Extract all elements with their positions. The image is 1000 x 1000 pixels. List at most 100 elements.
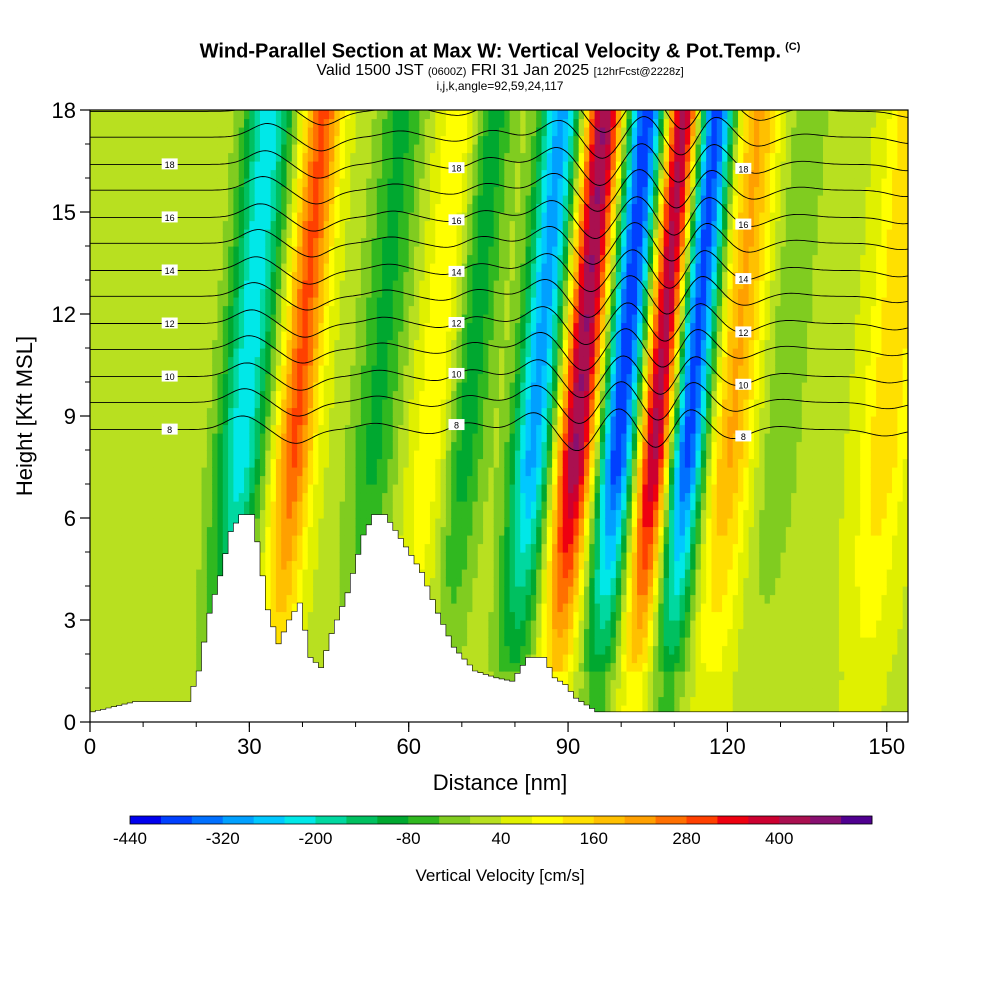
velocity-cell [366,314,373,324]
velocity-cell [445,280,452,290]
velocity-cell [445,475,452,485]
velocity-cell [360,339,367,349]
velocity-cell [323,152,330,162]
velocity-cell [419,518,426,528]
velocity-cell [371,118,378,128]
velocity-cell [344,246,351,256]
velocity-cell [440,450,447,460]
velocity-cell [424,212,431,222]
velocity-cell [196,305,203,315]
velocity-cell [174,246,181,256]
velocity-cell [127,229,134,239]
velocity-cell [233,492,240,502]
velocity-cell [100,254,107,264]
velocity-cell [100,484,107,494]
velocity-cell [238,212,245,222]
velocity-cell [185,688,192,698]
velocity-cell [196,186,203,196]
velocity-cell [121,118,128,128]
velocity-cell [105,356,112,366]
velocity-cell [451,110,458,120]
velocity-cell [127,161,134,171]
velocity-cell [398,433,404,443]
velocity-cell [307,382,314,392]
velocity-cell [143,356,150,366]
velocity-cell [275,577,282,587]
velocity-cell [382,365,389,375]
velocity-cell [90,696,96,706]
velocity-cell [281,263,288,273]
velocity-cell [429,586,436,596]
velocity-cell [451,169,458,179]
velocity-cell [291,169,298,179]
velocity-cell [329,135,335,145]
velocity-cell [270,594,277,604]
velocity-cell [334,416,341,426]
velocity-cell [201,390,208,400]
velocity-cell [339,586,346,596]
velocity-cell [440,212,447,222]
velocity-cell [275,492,282,502]
velocity-cell [419,339,426,349]
velocity-cell [392,169,399,179]
velocity-cell [228,433,235,443]
velocity-cell [414,186,420,196]
velocity-cell [164,195,171,205]
velocity-cell [90,569,96,579]
velocity-cell [286,407,293,417]
velocity-cell [451,492,458,502]
velocity-cell [121,458,128,468]
velocity-cell [424,288,431,298]
velocity-cell [132,348,139,358]
velocity-cell [95,475,102,485]
velocity-cell [281,594,288,604]
velocity-cell [259,178,266,188]
velocity-cell [95,560,102,570]
velocity-cell [344,526,351,536]
velocity-cell [206,135,213,145]
velocity-cell [121,441,128,451]
velocity-cell [148,526,155,536]
velocity-cell [190,297,197,307]
velocity-cell [387,229,394,239]
velocity-cell [424,424,431,434]
velocity-cell [387,322,394,332]
velocity-cell [185,679,192,689]
velocity-cell [174,484,181,494]
velocity-cell [265,135,272,145]
velocity-cell [451,399,458,409]
velocity-cell [132,467,139,477]
velocity-cell [233,118,240,128]
velocity-cell [100,212,107,222]
velocity-cell [398,356,404,366]
velocity-cell [121,229,128,239]
velocity-cell [185,654,192,664]
velocity-cell [265,390,272,400]
velocity-cell [259,441,266,451]
velocity-cell [339,535,346,545]
velocity-cell [440,169,447,179]
velocity-cell [95,654,102,664]
velocity-cell [451,135,458,145]
velocity-cell [233,475,240,485]
velocity-cell [334,161,341,171]
velocity-cell [127,135,134,145]
velocity-cell [424,518,431,528]
velocity-cell [307,458,314,468]
velocity-cell [164,628,171,638]
velocity-cell [270,382,277,392]
velocity-cell [212,399,219,409]
velocity-cell [249,484,256,494]
velocity-cell [334,348,341,358]
velocity-cell [371,212,378,222]
velocity-cell [302,475,309,485]
velocity-cell [254,118,261,128]
velocity-cell [190,484,197,494]
velocity-cell [95,390,102,400]
velocity-cell [366,169,373,179]
velocity-cell [206,373,213,383]
velocity-cell [169,203,176,213]
velocity-cell [344,237,351,247]
velocity-cell [143,127,150,137]
velocity-cell [419,297,426,307]
